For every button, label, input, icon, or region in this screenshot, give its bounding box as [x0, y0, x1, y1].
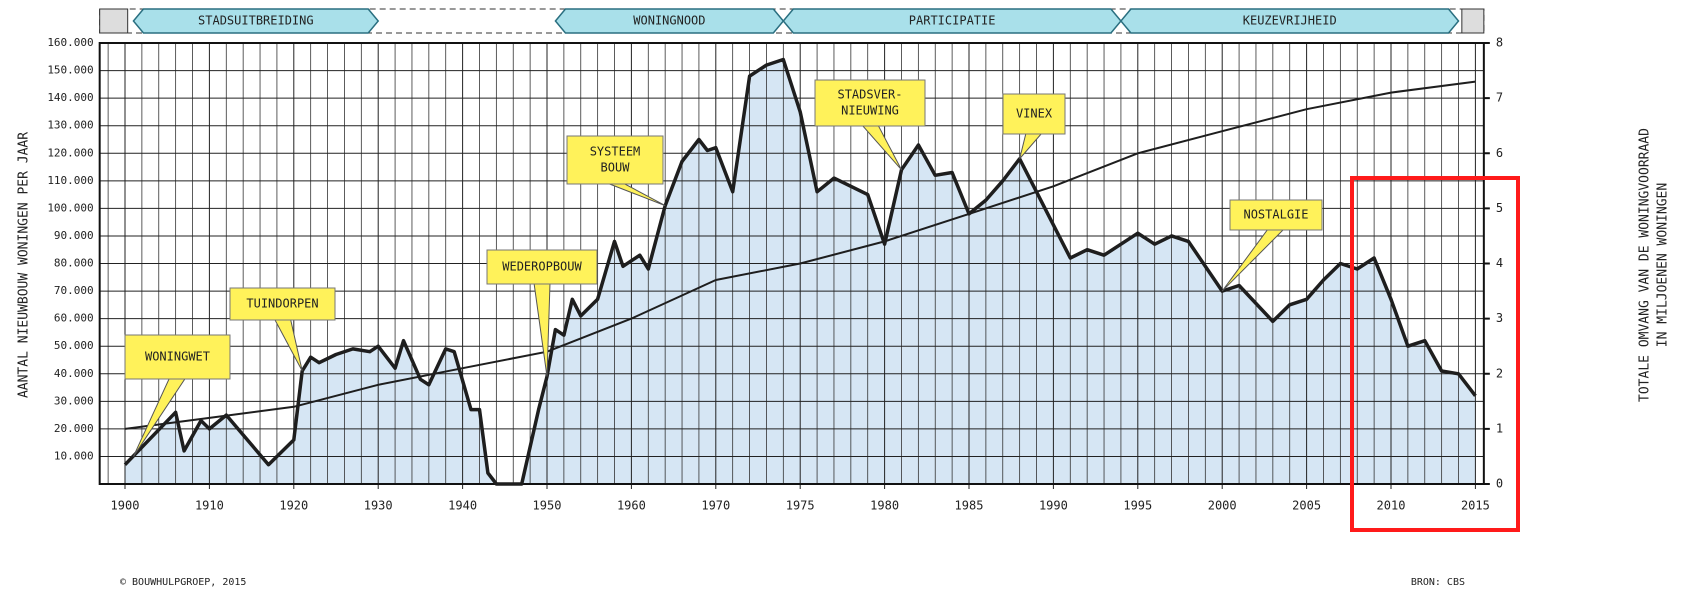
- y2-axis-title: IN MILJOENEN WONINGEN: [1656, 183, 1671, 347]
- y-tick-label: 90.000: [54, 229, 94, 242]
- x-tick-label: 1950: [533, 499, 562, 513]
- callout-tail: [533, 282, 551, 377]
- y2-axis-title: TOTALE OMVANG VAN DE WONINGVOORRAAD: [1638, 128, 1653, 402]
- callout-text: BOUW: [601, 161, 631, 175]
- y2-tick-label: 3: [1496, 311, 1503, 325]
- y2-tick-label: 7: [1496, 91, 1503, 105]
- x-tick-label: 1980: [870, 499, 899, 513]
- callout-text: NIEUWING: [841, 104, 899, 118]
- callout-box: [229, 287, 336, 321]
- series-line: [123, 57, 1477, 486]
- y-tick-label: 100.000: [47, 201, 93, 214]
- y2-tick-label: 8: [1496, 36, 1503, 50]
- y-tick-label: 120.000: [47, 146, 93, 159]
- main-layer: 10.000 20.000 30.000 40.000 50.000 60.000 70.0…: [47, 8, 1503, 513]
- callout-text: WONINGWET: [145, 350, 210, 364]
- y2-tick-label: 1: [1496, 421, 1503, 435]
- x-tick-label: 1975: [786, 499, 815, 513]
- x-tick-label: 2000: [1208, 499, 1237, 513]
- banner-end: [99, 8, 129, 34]
- series-line: [124, 80, 1476, 430]
- y2-tick-label: 2: [1496, 366, 1503, 380]
- callout-box: [124, 334, 231, 380]
- y-tick-label: 110.000: [47, 174, 93, 187]
- x-tick-label: 2005: [1292, 499, 1321, 513]
- callout-text: TUINDORPEN: [246, 297, 318, 311]
- source: BRON: CBS: [1411, 577, 1465, 588]
- callout-box: [566, 135, 664, 185]
- y-tick-label: 150.000: [47, 64, 93, 77]
- period-banner: [1119, 8, 1460, 34]
- y2-tick-label: 0: [1496, 477, 1503, 491]
- period-label: KEUZEVRIJHEID: [1243, 14, 1337, 28]
- y-tick-label: 20.000: [54, 422, 94, 435]
- y2-tick-label: 6: [1496, 146, 1503, 160]
- callout-tail: [1019, 132, 1044, 160]
- y-tick-label: 140.000: [47, 91, 93, 104]
- callout-tail: [606, 182, 666, 207]
- callout-box: [1002, 93, 1066, 135]
- y2-tick-label: 4: [1496, 256, 1503, 270]
- x-tick-label: 1960: [617, 499, 646, 513]
- callout-text: STADSVER-: [837, 88, 902, 102]
- y-axis-title: AANTAL NIEUWBOUW WONINGEN PER JAAR: [17, 132, 32, 398]
- y-tick-label: 60.000: [54, 312, 94, 325]
- callout-tail: [273, 318, 303, 372]
- y-tick-label: 40.000: [54, 367, 94, 380]
- plot-frame: [98, 42, 1485, 485]
- callout-text: WEDEROPBOUW: [502, 260, 582, 274]
- y-tick-label: 80.000: [54, 257, 94, 270]
- x-tick-label: 1920: [279, 499, 308, 513]
- period-label: STADSUITBREIDING: [198, 14, 314, 28]
- y-tick-label: 50.000: [54, 339, 94, 352]
- x-tick-label: 1985: [955, 499, 984, 513]
- banner-end: [1461, 8, 1485, 34]
- callout-tail: [1221, 228, 1286, 292]
- background-layer: [99, 42, 1484, 489]
- period-banner: [132, 8, 380, 34]
- period-label: PARTICIPATIE: [909, 14, 996, 28]
- y-tick-label: 130.000: [47, 119, 93, 132]
- x-tick-label: 2015: [1461, 499, 1490, 513]
- credit: © BOUWHULPGROEP, 2015: [120, 577, 246, 588]
- x-tick-label: 1970: [701, 499, 730, 513]
- callout-box: [486, 249, 598, 285]
- y-tick-label: 30.000: [54, 394, 94, 407]
- y-tick-label: 70.000: [54, 284, 94, 297]
- highlight-box: [1350, 176, 1520, 532]
- x-tick-label: 1990: [1039, 499, 1068, 513]
- callout-box: [1229, 199, 1323, 231]
- y-tick-label: 160.000: [47, 36, 93, 49]
- y-tick-label: 10.000: [54, 449, 94, 462]
- callout-text: SYSTEEM: [590, 145, 641, 159]
- x-tick-label: 1910: [195, 499, 224, 513]
- period-label: WONINGNOOD: [633, 14, 705, 28]
- callout-text: NOSTALGIE: [1243, 208, 1308, 222]
- x-tick-label: 1940: [448, 499, 477, 513]
- x-tick-label: 1900: [111, 499, 140, 513]
- x-tick-label: 2010: [1377, 499, 1406, 513]
- y2-tick-label: 5: [1496, 201, 1503, 215]
- x-tick-label: 1995: [1123, 499, 1152, 513]
- callout-text: VINEX: [1016, 107, 1053, 121]
- callout-box: [814, 79, 926, 127]
- x-tick-label: 1930: [364, 499, 393, 513]
